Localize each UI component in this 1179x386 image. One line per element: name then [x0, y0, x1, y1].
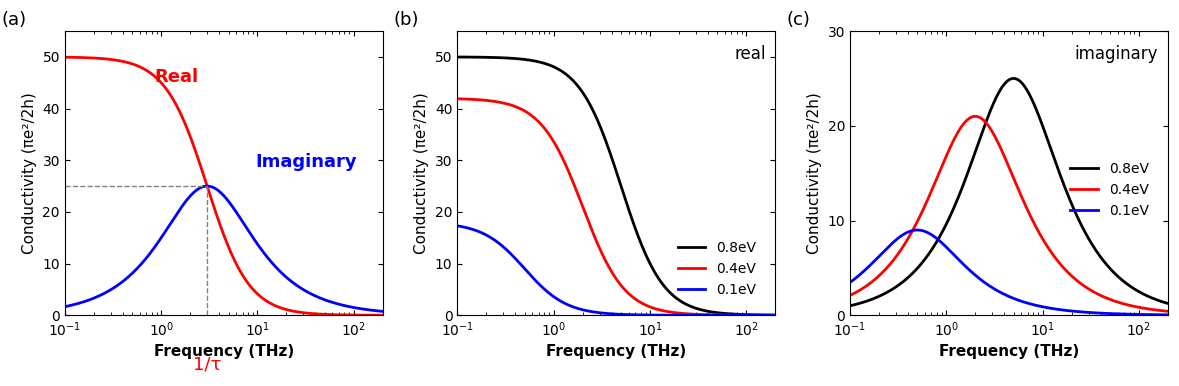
0.4eV: [1093, 293, 1107, 298]
0.8eV: [605, 156, 619, 161]
0.4eV: [843, 293, 857, 298]
Y-axis label: Conductivity (πe²/2h): Conductivity (πe²/2h): [414, 92, 429, 254]
Text: imaginary: imaginary: [1075, 45, 1158, 63]
Text: (b): (b): [394, 11, 420, 29]
0.8eV: [769, 313, 783, 317]
0.1eV: [989, 288, 1003, 292]
0.8eV: [759, 313, 773, 317]
Line: 0.8eV: 0.8eV: [850, 78, 1168, 306]
0.8eV: [467, 55, 481, 59]
Line: 0.8eV: 0.8eV: [457, 57, 776, 315]
0.4eV: [597, 254, 611, 259]
0.4eV: [769, 313, 783, 318]
Line: 0.1eV: 0.1eV: [850, 230, 1168, 315]
Line: 0.4eV: 0.4eV: [457, 99, 776, 315]
0.1eV: [700, 313, 714, 318]
0.1eV: [843, 280, 857, 285]
Text: Imaginary: Imaginary: [256, 154, 357, 171]
0.8eV: [759, 313, 773, 317]
0.8eV: [997, 81, 1012, 86]
0.8eV: [989, 95, 1003, 100]
X-axis label: Frequency (THz): Frequency (THz): [153, 344, 294, 359]
0.1eV: [759, 313, 773, 318]
0.1eV: [759, 313, 773, 318]
0.1eV: [769, 313, 783, 318]
0.8eV: [1093, 254, 1107, 259]
Text: Real: Real: [154, 68, 198, 86]
Text: real: real: [735, 45, 766, 63]
0.1eV: [467, 227, 481, 232]
Legend: 0.8eV, 0.4eV, 0.1eV: 0.8eV, 0.4eV, 0.1eV: [1065, 156, 1154, 223]
Y-axis label: Conductivity (πe²/2h): Conductivity (πe²/2h): [806, 92, 822, 254]
0.4eV: [759, 313, 773, 318]
0.4eV: [467, 97, 481, 102]
X-axis label: Frequency (THz): Frequency (THz): [938, 344, 1079, 359]
0.1eV: [597, 311, 611, 315]
0.4eV: [759, 313, 773, 318]
0.8eV: [843, 303, 857, 308]
0.1eV: [605, 312, 619, 316]
0.1eV: [1161, 313, 1175, 317]
0.4eV: [605, 270, 619, 275]
0.1eV: [450, 223, 465, 228]
0.4eV: [450, 96, 465, 101]
0.1eV: [1093, 311, 1107, 315]
0.1eV: [1152, 312, 1166, 317]
0.8eV: [1007, 76, 1021, 81]
0.8eV: [450, 55, 465, 59]
0.4eV: [859, 284, 874, 288]
0.4eV: [1161, 309, 1175, 313]
0.1eV: [910, 228, 924, 232]
0.8eV: [1152, 298, 1166, 303]
0.4eV: [968, 114, 982, 119]
Legend: 0.8eV, 0.4eV, 0.1eV: 0.8eV, 0.4eV, 0.1eV: [672, 235, 762, 303]
Text: (a): (a): [1, 11, 26, 29]
Text: 1/τ: 1/τ: [193, 355, 222, 373]
Line: 0.4eV: 0.4eV: [850, 116, 1168, 311]
0.4eV: [997, 155, 1012, 159]
0.8eV: [859, 299, 874, 304]
Line: 0.1eV: 0.1eV: [457, 226, 776, 315]
0.4eV: [1152, 308, 1166, 313]
Y-axis label: Conductivity (πe²/2h): Conductivity (πe²/2h): [22, 92, 37, 254]
0.4eV: [1152, 308, 1166, 313]
X-axis label: Frequency (THz): Frequency (THz): [546, 344, 686, 359]
0.1eV: [997, 292, 1012, 297]
0.8eV: [597, 133, 611, 137]
0.4eV: [989, 137, 1003, 141]
0.8eV: [700, 309, 714, 313]
0.8eV: [1161, 301, 1175, 306]
0.1eV: [859, 267, 874, 271]
0.1eV: [1152, 312, 1166, 317]
Text: (c): (c): [786, 11, 810, 29]
0.4eV: [700, 312, 714, 317]
0.8eV: [1152, 298, 1166, 303]
